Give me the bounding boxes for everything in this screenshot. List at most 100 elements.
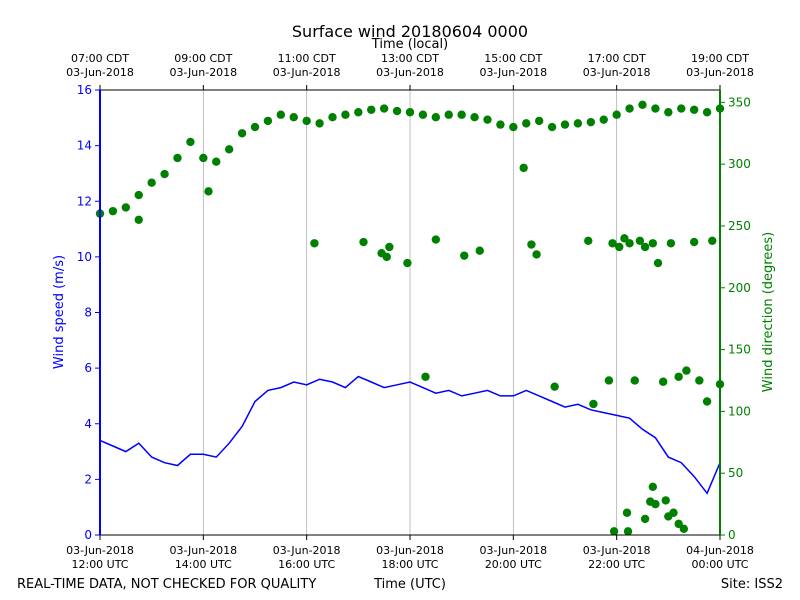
wind-direction-point: [341, 110, 350, 119]
wind-direction-point: [108, 206, 118, 216]
wind-direction-outlier: [669, 508, 678, 517]
right-tick-label: 200: [728, 281, 751, 295]
wind-direction-point: [160, 169, 169, 179]
wind-direction-point: [444, 110, 453, 119]
wind-direction-outlier: [615, 242, 624, 252]
left-tick-label: 6: [84, 361, 92, 375]
wind-direction-point: [392, 106, 402, 116]
wind-direction-outlier: [431, 235, 441, 244]
wind-direction-point: [509, 122, 518, 132]
wind-direction-outlier: [604, 376, 614, 385]
top-tick-date: 03-Jun-2018: [686, 66, 754, 79]
wind-direction-point: [302, 116, 311, 126]
wind-direction-outlier: [584, 236, 593, 246]
wind-direction-point: [534, 116, 544, 126]
wind-direction-point: [315, 119, 324, 128]
wind-direction-outlier: [640, 242, 650, 252]
wind-direction-outlier: [460, 251, 469, 260]
wind-direction-outlier: [532, 250, 541, 259]
wind-direction-outlier: [622, 508, 632, 517]
wind-direction-outlier: [630, 376, 639, 385]
wind-direction-outlier: [519, 163, 528, 173]
left-tick-label: 14: [77, 139, 92, 153]
wind-direction-point: [573, 119, 583, 128]
wind-direction-outlier: [658, 377, 668, 386]
wind-direction-outlier: [550, 382, 559, 391]
wind-direction-point: [224, 145, 234, 154]
wind-direction-point: [367, 105, 376, 114]
top-tick-date: 03-Jun-2018: [273, 66, 341, 79]
top-tick-time: 13:00 CDT: [381, 52, 439, 65]
top-tick-date: 03-Jun-2018: [66, 66, 134, 79]
wind-direction-point: [702, 108, 712, 117]
top-tick-time: 15:00 CDT: [484, 52, 542, 65]
wind-direction-point: [263, 116, 273, 126]
wind-direction-point: [483, 115, 492, 124]
wind-direction-outlier: [679, 524, 689, 534]
wind-direction-outlier: [666, 239, 676, 248]
left-tick-label: 16: [77, 83, 92, 97]
bottom-tick-date: 03-Jun-2018: [66, 544, 134, 557]
wind-direction-outlier: [635, 236, 645, 246]
wind-direction-outlier: [609, 527, 619, 536]
wind-direction-outlier: [648, 482, 658, 491]
left-tick-label: 12: [77, 194, 92, 208]
wind-direction-point: [186, 137, 195, 147]
right-tick-label: 0: [728, 528, 736, 542]
wind-direction-point: [677, 104, 686, 113]
top-tick-time: 11:00 CDT: [278, 52, 336, 65]
bottom-tick-date: 03-Jun-2018: [479, 544, 547, 557]
wind-direction-point: [405, 108, 415, 117]
grid-layer: [202, 90, 618, 535]
right-tick-label: 100: [728, 404, 751, 418]
bottom-tick-time: 12:00 UTC: [71, 558, 128, 571]
wind-direction-point: [212, 157, 221, 166]
bottom-tick-time: 18:00 UTC: [381, 558, 438, 571]
wind-direction-point: [625, 104, 634, 113]
wind-direction-outlier: [682, 366, 691, 375]
wind-direction-outlier: [382, 252, 391, 262]
top-tick-time: 17:00 CDT: [588, 52, 646, 65]
wind-direction-outlier: [640, 514, 650, 524]
wind-direction-point: [638, 100, 647, 110]
wind-direction-point: [664, 108, 673, 117]
right-tick-label: 350: [728, 95, 751, 109]
bottom-tick-date: 03-Jun-2018: [273, 544, 341, 557]
wind-direction-point: [547, 122, 557, 132]
right-axis-label: Wind direction (degrees): [761, 232, 776, 392]
wind-direction-outlier: [385, 242, 394, 252]
right-tick-label: 150: [728, 343, 751, 357]
top-tick-date: 03-Jun-2018: [376, 66, 444, 79]
x-axis-label: Time (UTC): [373, 577, 446, 592]
wind-direction-point: [522, 119, 531, 128]
wind-direction-outlier: [689, 237, 699, 247]
wind-direction-outlier: [623, 527, 633, 536]
wind-direction-point: [289, 112, 298, 122]
bottom-tick-time: 20:00 UTC: [485, 558, 542, 571]
wind-direction-point: [237, 129, 247, 138]
axes-layer: 0 2 4 6 8 10 12 14 16 0 50 100 150 200 250 300 350 03-Jun…: [66, 52, 754, 571]
wind-direction-outlier: [589, 399, 598, 409]
data-layer: [95, 100, 725, 536]
bottom-tick-time: 22:00 UTC: [588, 558, 645, 571]
right-tick-label: 300: [728, 157, 751, 171]
left-tick-label: 10: [77, 250, 92, 264]
wind-direction-point: [134, 190, 143, 200]
bottom-tick-time: 16:00 UTC: [278, 558, 335, 571]
top-tick-date: 03-Jun-2018: [479, 66, 547, 79]
left-tick-label: 2: [84, 472, 92, 486]
wind-direction-outlier: [651, 499, 660, 509]
wind-direction-outlier: [702, 397, 712, 406]
wind-direction-point: [121, 203, 131, 212]
top-tick-date: 03-Jun-2018: [169, 66, 237, 79]
bottom-tick-date: 04-Jun-2018: [686, 544, 754, 557]
wind-direction-point: [431, 112, 441, 122]
left-tick-label: 4: [84, 417, 92, 431]
bottom-tick-date: 03-Jun-2018: [583, 544, 651, 557]
top-tick-time: 19:00 CDT: [691, 52, 749, 65]
wind-direction-outlier: [134, 215, 143, 224]
left-axis-label: Wind speed (m/s): [52, 255, 67, 369]
wind-direction-point: [612, 110, 621, 119]
wind-direction-point: [173, 153, 182, 163]
